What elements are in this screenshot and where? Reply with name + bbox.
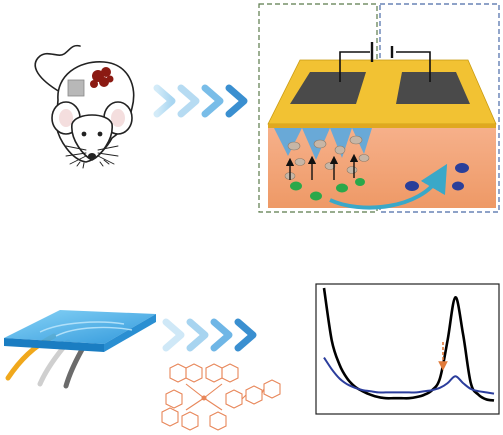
battery-icon: [370, 42, 394, 62]
anode-wire: [339, 51, 370, 82]
spectrum-plot: [315, 283, 500, 415]
anode-frame: [258, 3, 378, 213]
chevron-arrow-icon: [177, 84, 200, 118]
curved-arrow-icon: [329, 163, 448, 210]
cathode-wire: [396, 51, 431, 82]
tube-grey-dark: [63, 343, 87, 389]
chevron-arrow-icon: [210, 318, 233, 352]
blue-molecules: [405, 163, 469, 191]
mouse-illustration: [34, 44, 135, 169]
molecular-structure: [161, 363, 281, 431]
cathode-frame: [379, 3, 500, 213]
anode-electrode: [290, 72, 366, 104]
wound-icon: [90, 67, 114, 88]
chevron-arrow-icon: [234, 318, 257, 352]
spectrum-series-1: [322, 287, 495, 402]
mouse-patch: [67, 79, 85, 97]
chevron-arrow-icon: [186, 318, 209, 352]
chevron-arrow-icon: [162, 318, 185, 352]
chevron-arrow-icon: [225, 84, 248, 118]
cathode-electrode: [396, 72, 470, 104]
spectrum-series-2: [323, 357, 495, 395]
up-arrow-icon: [285, 153, 359, 180]
process-arrows-top: [153, 84, 248, 118]
chip-top: [4, 310, 156, 344]
electrode-device: [258, 3, 500, 213]
plot-frame: [315, 283, 500, 415]
chevron-arrow-icon: [201, 84, 224, 118]
microfluidic-chip: [4, 310, 156, 389]
green-molecules: [290, 178, 365, 201]
process-arrows-bottom: [162, 318, 257, 352]
chevron-arrow-icon: [153, 84, 176, 118]
mouse-tail: [34, 44, 81, 93]
